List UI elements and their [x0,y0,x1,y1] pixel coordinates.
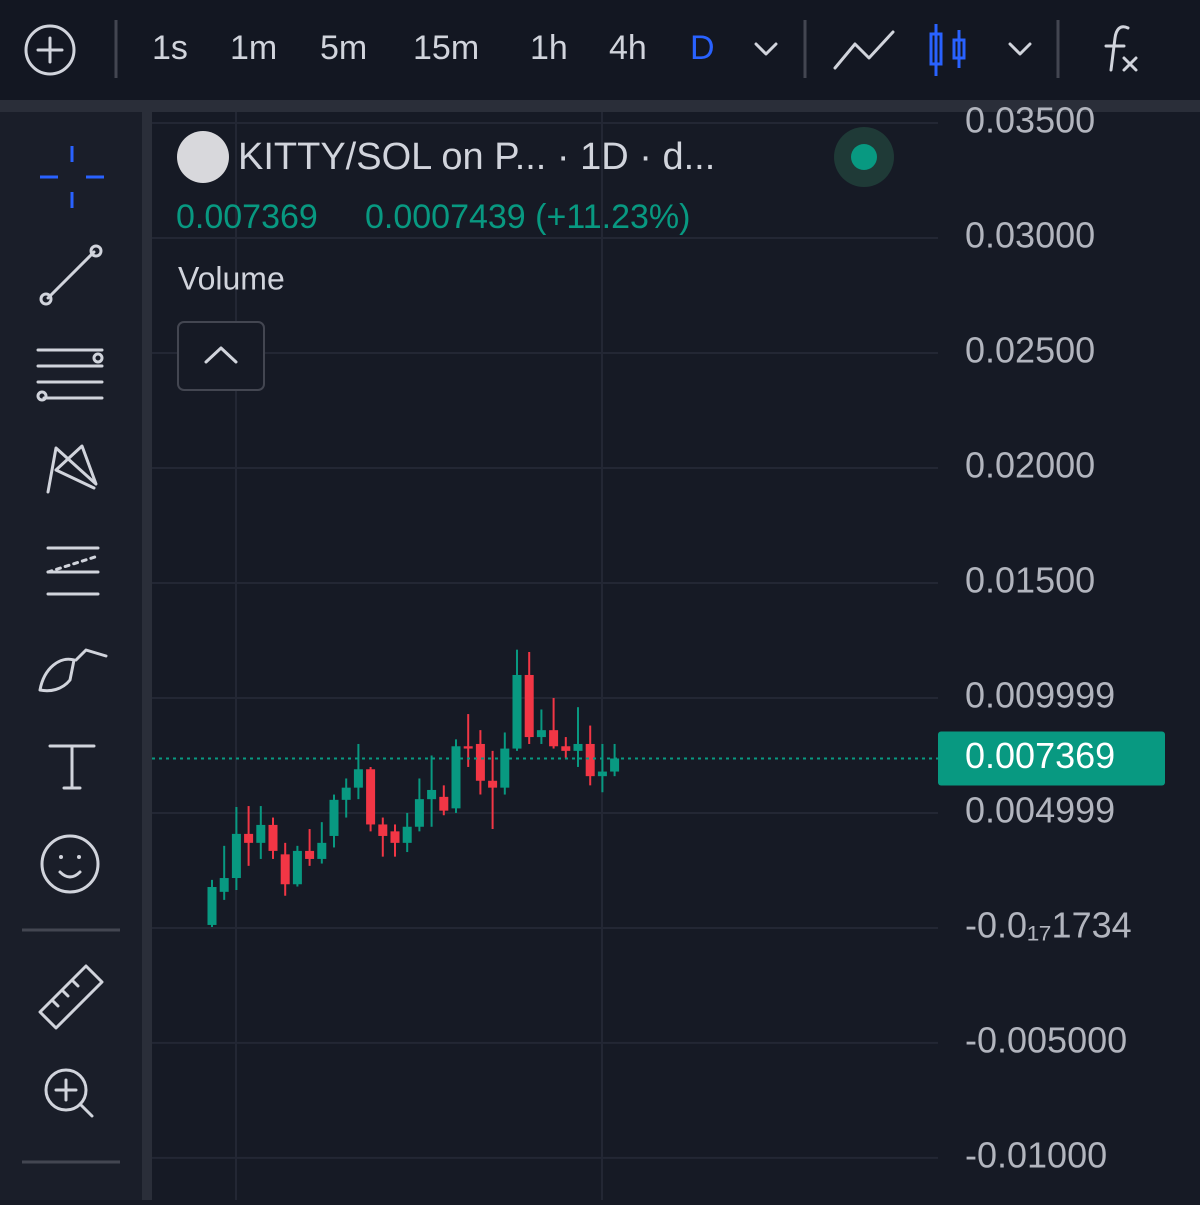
candle-body [402,826,412,843]
legend-change: 0.0007439 (+11.23%) [365,198,690,236]
price-axis: 0.03500 0.03000 0.02500 0.02000 0.01500 0.009… [938,100,1165,1175]
interval-dropdown[interactable] [754,42,778,56]
last-price-tag [938,731,1165,786]
candle-chart-button[interactable] [929,24,966,76]
candle-body [378,824,388,836]
plot [152,649,938,928]
y-tick-label: -0.005000 [965,1019,1127,1060]
interval-button[interactable]: 1h [530,29,568,67]
interval-button[interactable]: 1s [152,29,188,67]
candle-body [610,758,620,772]
trend-line-tool[interactable] [39,244,103,306]
separator [142,112,152,1200]
line-chart-button[interactable] [833,30,895,70]
add-button[interactable] [24,24,76,76]
candle-body [219,878,229,892]
candle-body [341,787,351,800]
collapse-button[interactable] [177,321,265,391]
candle-body [390,831,400,843]
candle-body [597,771,607,777]
y-tick-label: 0.004999 [965,789,1115,830]
left-tools [22,146,120,1164]
candle-body [451,746,461,809]
interval-button[interactable]: 5m [320,29,367,67]
zoom-tool[interactable] [44,1068,94,1118]
candle-body [536,730,546,738]
grid [152,122,938,1159]
y-tick-label: 0.009999 [965,675,1115,716]
candle-body [427,789,437,800]
candle-body [573,743,583,751]
interval-button[interactable]: 4h [609,29,647,67]
candle-body [463,746,473,749]
fib-tool[interactable] [36,348,104,402]
y-tick-label: 0.02000 [965,445,1095,486]
drawing-toolbar [0,112,142,1200]
y-tick-label: 0.02500 [965,330,1095,371]
y-tick-label: 0.03000 [965,215,1095,256]
candle-body [305,850,315,859]
candle-body [292,850,302,885]
candle-body [549,730,559,747]
candle-body [317,842,327,859]
candle-body [231,833,241,879]
candle-body [414,799,424,827]
last-price-label: 0.007369 [965,735,1115,776]
top-icons: 1s 1m 5m 15m 1h 4h D [24,20,1138,78]
y-tick-label: 0.01500 [965,559,1095,600]
candle-body [280,854,290,885]
status-dot [851,144,877,170]
ruler-tool[interactable] [38,964,104,1030]
candle-body [244,833,254,843]
y-tick-label: -0.0₁₇1734 [965,904,1132,945]
brush-tool[interactable] [38,648,108,693]
interval-button[interactable]: 15m [413,29,479,67]
candle-body [353,769,363,788]
candle-body [524,674,534,738]
candle-body [439,796,449,811]
candle-body [475,743,485,781]
token-avatar [177,131,229,183]
candle-body [488,780,498,788]
indicator-name: Volume [178,260,285,296]
emoji-tool[interactable] [40,834,100,894]
candle-body [268,824,278,851]
legend: KITTY/SOL on P... · 1D · d... 0.007369 0… [176,127,894,391]
top-bar [0,0,1200,100]
candle-body [561,746,571,751]
candle-body [512,674,522,749]
separator [0,100,1200,112]
crosshair-tool[interactable] [40,146,104,208]
candle-body [256,824,266,843]
candle-body [366,769,376,825]
y-tick-label: -0.01000 [965,1134,1107,1175]
text-tool[interactable] [48,744,96,790]
chart-title: KITTY/SOL on P... · 1D · d... [238,136,715,178]
projection-tool[interactable] [46,546,100,596]
candle-body [329,799,339,836]
candle-body [500,748,510,788]
collapse-icon [204,346,238,364]
indicators-button[interactable] [1104,25,1138,72]
pattern-tool[interactable] [46,444,98,494]
legend-price: 0.007369 [176,198,318,236]
chart-type-dropdown[interactable] [1008,42,1032,56]
y-tick-label: 0.03500 [965,100,1095,141]
interval-button[interactable]: D [690,29,715,67]
candle-body [207,887,217,925]
interval-button[interactable]: 1m [230,29,277,67]
candle-body [585,743,595,777]
